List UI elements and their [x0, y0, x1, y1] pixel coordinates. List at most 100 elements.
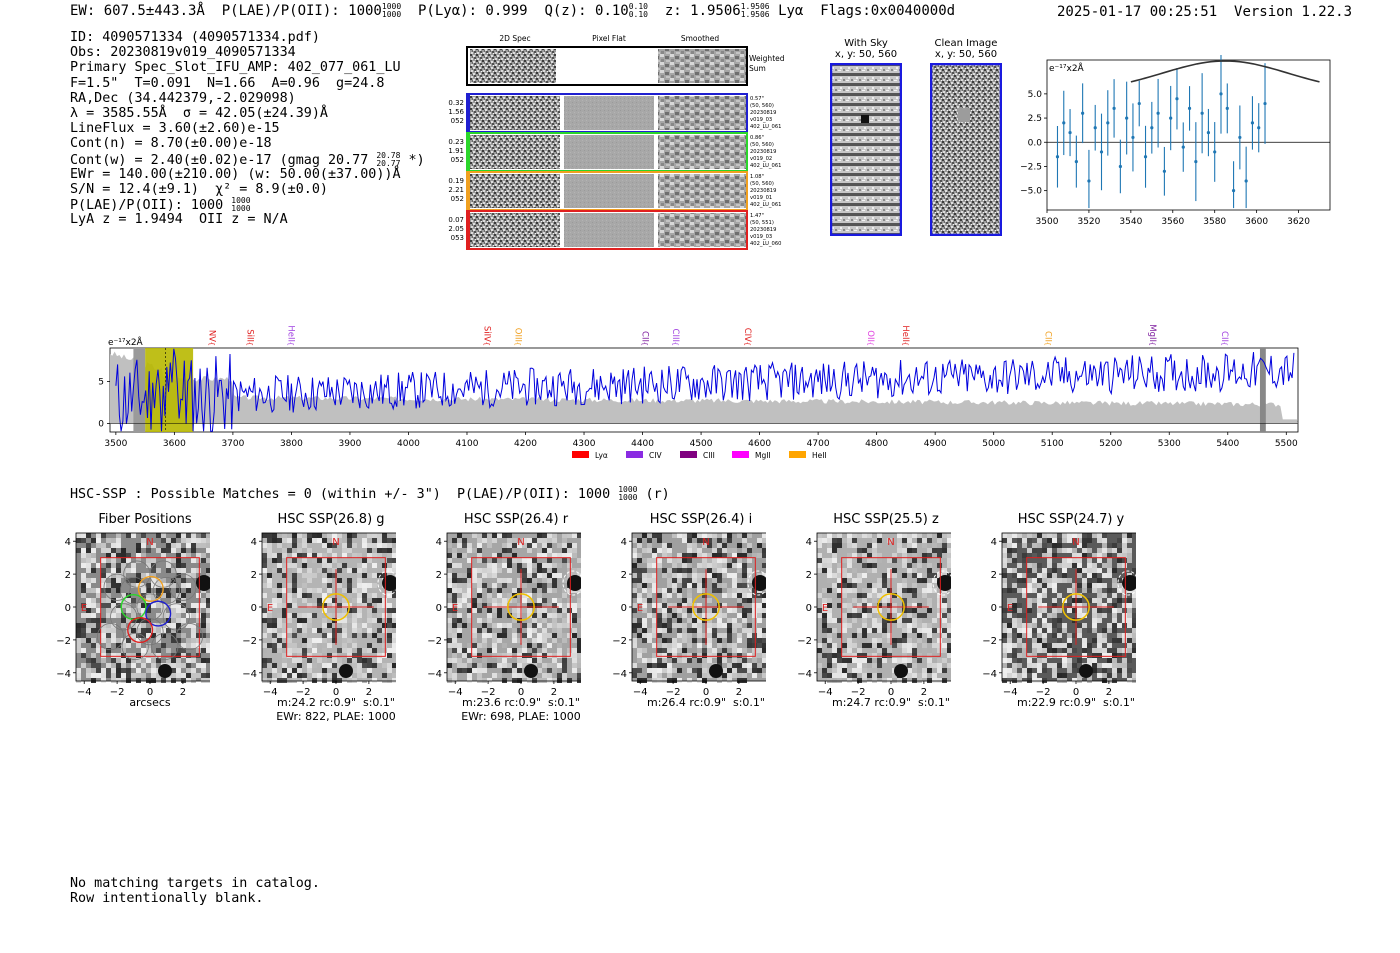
- spec2d-header-smoothed: Smoothed: [681, 34, 720, 43]
- compass-east: E: [822, 603, 828, 614]
- fiber-circle: [136, 593, 164, 621]
- hsc-ytick-label: 4: [806, 537, 812, 548]
- zoom-point: [1263, 101, 1267, 106]
- weighted-label-1: Weighted: [749, 54, 785, 63]
- legend-swatch: [626, 451, 643, 458]
- zoom-xtick-label: 3500: [1036, 217, 1059, 227]
- emission-line-label: HeII: [900, 325, 910, 342]
- spec2d-row-right-label: 402_LU_061: [750, 202, 781, 208]
- zoom-point: [1081, 111, 1085, 115]
- spec2d-row-smoothed: [658, 135, 746, 169]
- zoom-point: [1187, 106, 1192, 110]
- hsc-xtick-label: −2: [666, 687, 681, 698]
- spec2d-row-left-label: 052: [451, 117, 464, 125]
- fiber-circle: [103, 573, 131, 601]
- full-spec-xtick-label: 4900: [924, 439, 947, 449]
- masked-region: [133, 348, 146, 432]
- zoom-point: [1112, 106, 1116, 110]
- emission-line-bracket: {: [246, 342, 254, 346]
- compass-north: N: [517, 537, 524, 548]
- zoom-xtick-label: 3520: [1077, 217, 1100, 227]
- header-z: z: 1.9506: [664, 3, 741, 19]
- zoom-point: [1169, 116, 1173, 120]
- zoom-point: [1074, 160, 1078, 164]
- compass-east: E: [1007, 603, 1013, 614]
- emission-line-bracket: {: [483, 342, 491, 346]
- emission-line-label: MgII: [1147, 324, 1157, 342]
- hsc-ytick-label: −4: [242, 669, 257, 680]
- aperture-circle: [692, 593, 720, 621]
- spec2d-row-flat: [564, 174, 654, 208]
- with-sky-image: [830, 63, 902, 236]
- hsc-panel-title: Fiber Positions: [98, 512, 192, 527]
- hsc-xtick-label: 0: [888, 687, 894, 698]
- emission-line-bracket: {: [287, 342, 295, 346]
- fiber-circle: [96, 623, 125, 651]
- legend-swatch: [732, 451, 749, 458]
- search-box: [1026, 557, 1126, 657]
- full-spec-xtick-label: 5100: [1041, 439, 1064, 449]
- fiber-circle: [121, 632, 149, 661]
- zoom-point: [1219, 92, 1223, 96]
- hsc-title-frac: 1000 1000: [618, 485, 638, 502]
- legend-label: HeII: [812, 451, 827, 460]
- zoom-point: [1213, 150, 1217, 154]
- spec2d-row-left-label: 1.91: [448, 147, 464, 155]
- fiber-circle: [151, 632, 179, 661]
- emission-line-label: SiII: [245, 329, 255, 342]
- hsc-panel-caption: arcsecs: [129, 696, 171, 709]
- hsc-ytick-label: 2: [806, 570, 812, 581]
- spec2d-row-right-label: v019_03: [750, 234, 772, 240]
- spec2d-row-right-label: 402_LU_061: [750, 124, 781, 130]
- aperture-circle: [507, 593, 535, 621]
- fiber-circle-highlight: [145, 600, 172, 627]
- info-plae-frac: 1000 1000: [231, 196, 251, 214]
- hsc-ytick-label: 0: [65, 603, 71, 614]
- hsc-ytick-label: −2: [612, 636, 627, 647]
- spec2d-row-right-label: 1.08": [750, 174, 764, 180]
- hsc-cutout-image: [632, 533, 766, 683]
- spec2d-row-right-label: (50, 560): [750, 181, 774, 187]
- fiber-circle: [169, 573, 197, 601]
- hsc-xtick-label: 2: [736, 687, 742, 698]
- search-box: [841, 557, 941, 657]
- emission-line-bracket: {: [208, 342, 216, 346]
- search-box: [471, 557, 571, 657]
- zoom-point: [1055, 155, 1060, 159]
- masked-region-right: [1259, 348, 1266, 432]
- legend-label: Lyα: [595, 451, 608, 460]
- legend-swatch: [680, 451, 697, 458]
- hsc-ytick-label: −2: [797, 636, 812, 647]
- aperture-circle: [877, 593, 905, 621]
- hsc-bright-source: [894, 664, 908, 678]
- zoom-point: [1231, 189, 1236, 193]
- header-flags: Flags:0x0040000d: [820, 3, 956, 19]
- hsc-panel-caption: m:22.9 rc:0.9" s:0.1": [1017, 696, 1135, 709]
- hsc-xtick-label: −2: [851, 687, 866, 698]
- spec2d-row-2d: [470, 213, 560, 247]
- full-spec-ytick-label: 0: [98, 420, 104, 430]
- hsc-panel-title: HSC SSP(26.4) r: [463, 512, 569, 527]
- hsc-xtick-label: −4: [1003, 687, 1018, 698]
- zoom-ytick-label: 5.0: [1028, 90, 1043, 100]
- full-spec-xtick-label: 4400: [631, 439, 654, 449]
- hsc-xtick-label: 0: [333, 687, 339, 698]
- footer-line-2: Row intentionally blank.: [70, 891, 264, 906]
- spec2d-row-flat: [564, 96, 654, 130]
- spec2d-row-right-label: (50, 560): [750, 142, 774, 148]
- legend-label: CIV: [649, 451, 662, 460]
- hsc-panel-caption: m:26.4 rc:0.9" s:0.1": [647, 696, 765, 709]
- spec2d-row-2d: [470, 174, 560, 208]
- compass-east: E: [267, 603, 273, 614]
- sky-dark-spot: [861, 115, 869, 123]
- hsc-panel-title: HSC SSP(26.4) i: [649, 512, 753, 527]
- compass-north: N: [146, 537, 153, 548]
- legend-label: MgII: [755, 451, 771, 460]
- hsc-ytick-label: 0: [436, 603, 442, 614]
- hsc-xtick-label: −4: [448, 687, 463, 698]
- hsc-ytick-label: −4: [56, 669, 71, 680]
- zoom-point: [1244, 179, 1248, 183]
